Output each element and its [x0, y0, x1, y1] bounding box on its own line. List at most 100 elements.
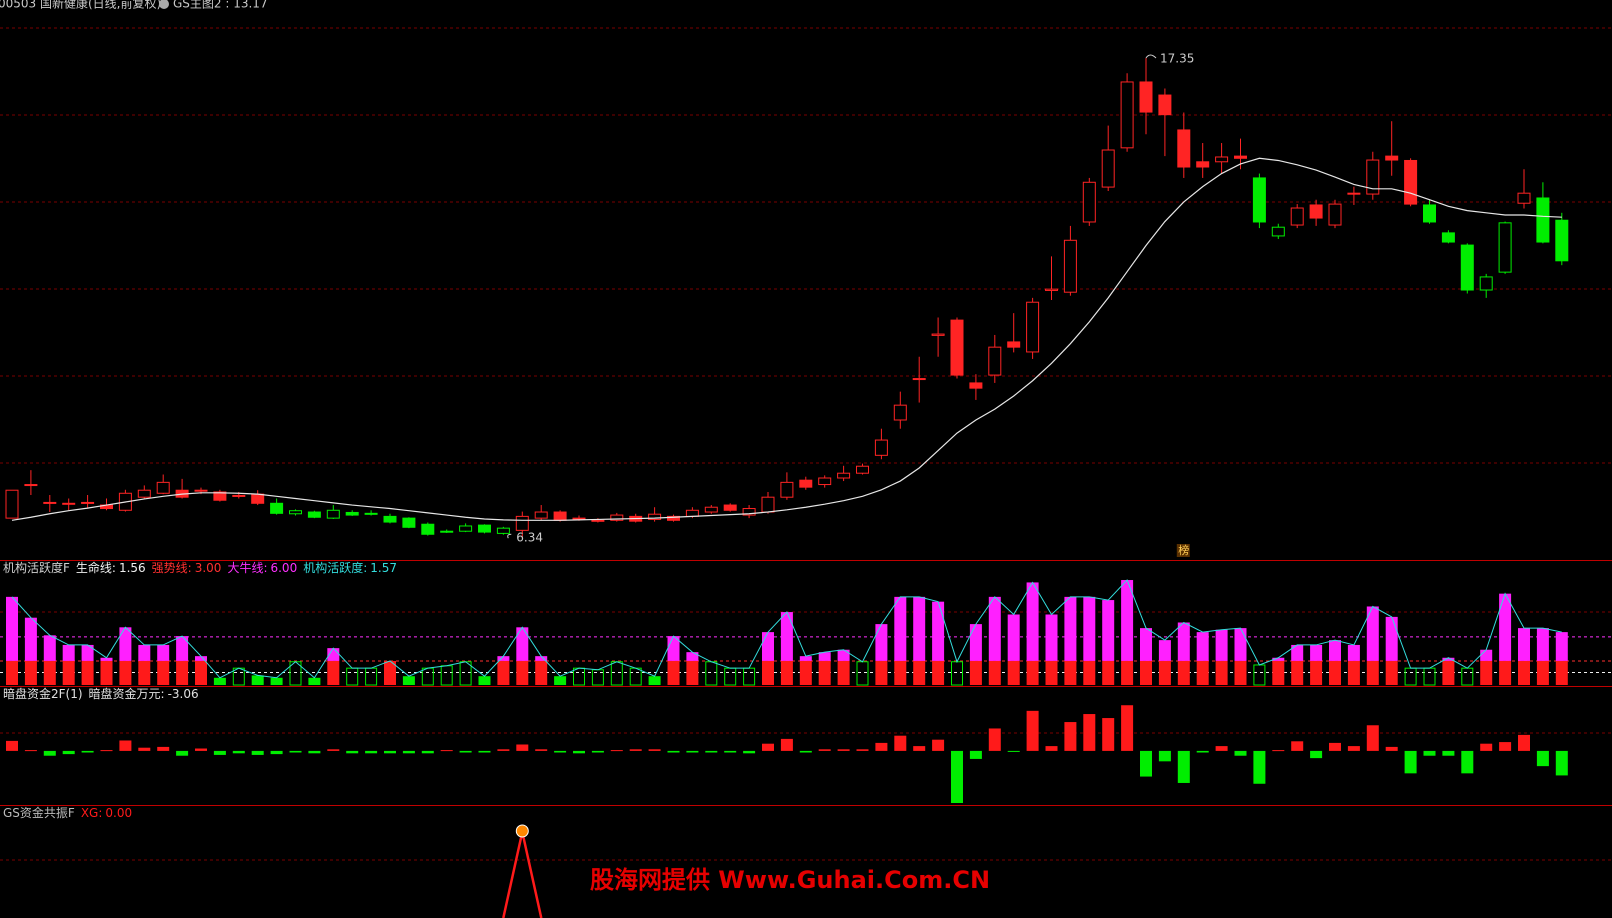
activity-bar: [195, 656, 207, 661]
activity-base: [100, 660, 113, 685]
activity-base: [1140, 660, 1152, 685]
candle-body: [62, 502, 76, 505]
panel-title: 机构活跃度F: [3, 560, 70, 575]
candle-body: [1441, 232, 1455, 243]
activity-bar: [1272, 657, 1285, 661]
fund-bar: [1404, 750, 1417, 774]
fund-bar: [1196, 750, 1209, 753]
activity-base: [62, 660, 75, 685]
activity-base: [43, 660, 56, 685]
fund-bar: [856, 749, 869, 751]
activity-bar: [1291, 644, 1304, 661]
fund-bar: [1064, 722, 1077, 751]
candle-body: [685, 509, 699, 517]
activity-bar: [875, 624, 888, 661]
activity-base: [932, 660, 945, 685]
fund-bar: [535, 749, 548, 751]
fund-bar: [988, 728, 1001, 751]
activity-bar: [251, 675, 264, 685]
fund-bar: [1177, 750, 1190, 783]
activity-bar: [402, 676, 415, 685]
activity-bar: [478, 676, 491, 685]
candle-body: [496, 527, 510, 534]
fund-bar: [1272, 750, 1285, 752]
activity-bar: [119, 627, 132, 661]
fund-bar: [100, 750, 113, 752]
activity-base: [138, 660, 151, 685]
badge-box: [1176, 544, 1190, 557]
activity-base: [1064, 660, 1077, 685]
activity-bar: [762, 632, 774, 661]
fund-bar: [402, 750, 415, 754]
fund-bar: [478, 750, 491, 753]
candle-body: [1234, 155, 1247, 159]
fund-bar: [1007, 750, 1020, 752]
activity-base: [818, 660, 831, 685]
candle-body: [1271, 226, 1285, 237]
activity-base: [686, 660, 699, 685]
candle-body: [194, 489, 208, 492]
fund-bar: [24, 750, 37, 752]
candle-body: [1215, 156, 1229, 163]
panel-title: GS资金共振F: [3, 805, 75, 820]
candle-body: [1460, 244, 1474, 291]
activity-bar: [176, 636, 189, 661]
fund-bar: [648, 749, 661, 751]
fund-bar: [1253, 750, 1266, 784]
fund-bar: [81, 750, 94, 753]
candle-body: [1328, 203, 1342, 226]
activity-bar: [648, 676, 661, 685]
candle-body: [24, 484, 38, 487]
activity-line: [11, 579, 1562, 679]
fund-bar: [1423, 750, 1436, 756]
candle-body: [307, 511, 321, 518]
activity-base: [1480, 660, 1493, 685]
activity-base: [1102, 660, 1115, 685]
candle-body: [1290, 207, 1304, 226]
activity-bar: [1480, 649, 1493, 661]
activity-base: [119, 660, 132, 685]
fund-bar: [327, 749, 340, 751]
candle-body: [1517, 192, 1531, 204]
candle-body: [591, 519, 605, 522]
candle-body: [478, 524, 491, 533]
candle-body: [1196, 161, 1210, 168]
candle-body: [1479, 276, 1493, 291]
activity-base: [195, 660, 207, 685]
candle-body: [799, 479, 813, 488]
candle-body: [43, 501, 57, 504]
candle-body: [874, 439, 888, 456]
line-value: 1.56: [119, 561, 146, 575]
activity-bar: [780, 612, 793, 661]
candle-body: [459, 525, 473, 532]
activity-bar: [24, 617, 37, 661]
fund-bar: [837, 749, 850, 751]
badge: 榜: [1178, 543, 1189, 557]
fund-bar: [497, 749, 510, 751]
fund-bar: [1026, 710, 1039, 751]
activity-bar: [100, 657, 113, 661]
fund-bar: [1215, 746, 1228, 751]
activity-base: [1234, 660, 1247, 685]
activity-bar: [1064, 596, 1077, 661]
fund-bar: [270, 750, 283, 755]
candle-body: [1158, 94, 1172, 116]
fund-bar: [894, 735, 907, 751]
fund-bar: [799, 750, 812, 753]
fund-bar: [554, 750, 567, 753]
fund-bar: [1347, 746, 1360, 751]
activity-base: [1366, 660, 1379, 685]
series-value: -3.06: [168, 687, 199, 701]
candle-body: [1309, 204, 1323, 219]
candle-body: [421, 523, 435, 535]
fund-bar: [308, 750, 321, 754]
fund-bar: [346, 750, 359, 754]
activity-base: [157, 660, 170, 685]
candle-body: [761, 496, 775, 513]
candle-body: [232, 494, 246, 497]
fund-bar: [6, 740, 18, 751]
fund-bar: [1555, 750, 1568, 776]
candle-body: [440, 530, 454, 533]
ma-line: [11, 157, 1562, 521]
